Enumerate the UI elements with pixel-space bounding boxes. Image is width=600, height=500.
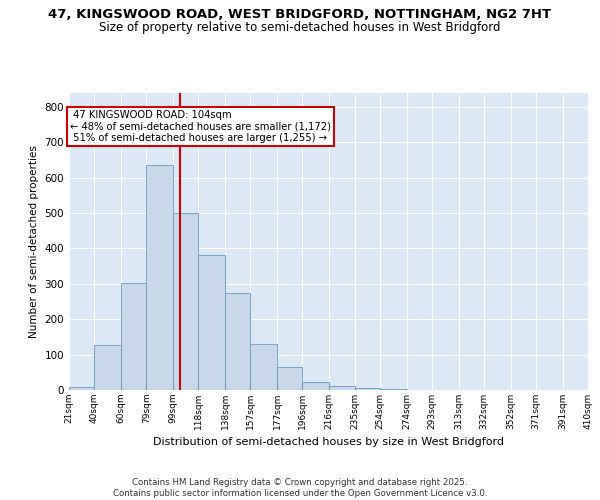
Bar	[302, 382, 329, 390]
Bar	[199, 254, 225, 390]
Bar	[94, 344, 121, 390]
Bar	[329, 386, 355, 390]
Text: Contains HM Land Registry data © Crown copyright and database right 2025.
Contai: Contains HM Land Registry data © Crown c…	[113, 478, 487, 498]
Bar	[277, 367, 302, 390]
Bar	[121, 283, 146, 390]
X-axis label: Distribution of semi-detached houses by size in West Bridgford: Distribution of semi-detached houses by …	[153, 438, 504, 448]
Bar	[69, 387, 94, 390]
Y-axis label: Number of semi-detached properties: Number of semi-detached properties	[29, 145, 39, 338]
Text: Size of property relative to semi-detached houses in West Bridgford: Size of property relative to semi-detach…	[99, 21, 501, 34]
Bar	[225, 292, 250, 390]
Bar	[355, 388, 380, 390]
Bar	[250, 344, 277, 390]
Bar	[146, 165, 173, 390]
Bar	[173, 213, 199, 390]
Text: 47 KINGSWOOD ROAD: 104sqm
← 48% of semi-detached houses are smaller (1,172)
 51%: 47 KINGSWOOD ROAD: 104sqm ← 48% of semi-…	[70, 110, 331, 144]
Text: 47, KINGSWOOD ROAD, WEST BRIDGFORD, NOTTINGHAM, NG2 7HT: 47, KINGSWOOD ROAD, WEST BRIDGFORD, NOTT…	[49, 8, 551, 20]
